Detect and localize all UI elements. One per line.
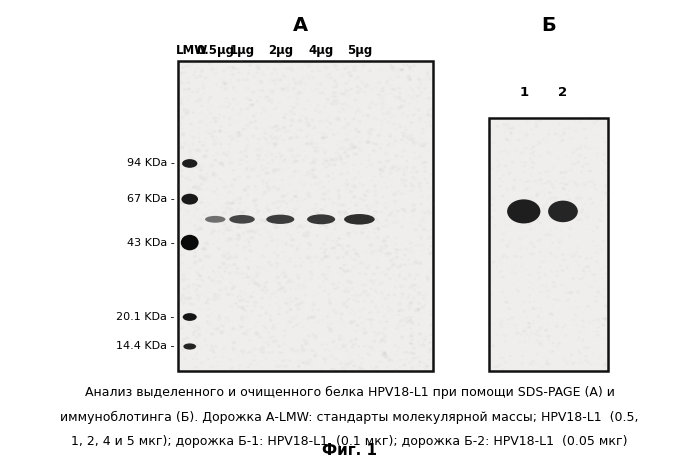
Text: 1: 1 [519,86,528,99]
Ellipse shape [182,194,198,204]
Text: 94 KDa -: 94 KDa - [127,158,175,168]
Ellipse shape [183,344,196,350]
Ellipse shape [182,159,197,168]
Ellipse shape [205,216,226,223]
Text: 4µg: 4µg [308,44,333,57]
Text: 1, 2, 4 и 5 мкг); дорожка Б-1: HPV18-L1  (0.1 мкг); дорожка Б-2: HPV18-L1  (0.05: 1, 2, 4 и 5 мкг); дорожка Б-1: HPV18-L1 … [71,435,628,448]
Text: 1µg: 1µg [229,44,254,57]
Text: иммуноблотинга (Б). Дорожка А-LMW: стандарты молекулярной массы; HPV18-L1  (0.5,: иммуноблотинга (Б). Дорожка А-LMW: станд… [60,411,639,424]
Text: 5µg: 5µg [347,44,372,57]
Text: 43 KDa -: 43 KDa - [127,237,175,248]
Text: 2: 2 [559,86,568,99]
Text: 20.1 KDa -: 20.1 KDa - [116,312,175,322]
Ellipse shape [507,199,540,223]
Ellipse shape [229,215,254,224]
Text: А: А [293,16,308,35]
Bar [489,118,608,371]
Text: 2µg: 2µg [268,44,293,57]
Text: 0.5µg: 0.5µg [196,44,234,57]
Ellipse shape [548,201,578,222]
Ellipse shape [266,215,294,224]
Ellipse shape [182,313,196,321]
Text: 14.4 KDa -: 14.4 KDa - [116,342,175,352]
Text: Б: Б [541,16,556,35]
Ellipse shape [344,214,375,225]
Text: 67 KDa -: 67 KDa - [127,194,175,204]
Bar [178,61,433,371]
Text: Анализ выделенного и очищенного белка HPV18-L1 при помощи SDS-PAGE (А) и: Анализ выделенного и очищенного белка HP… [85,386,614,400]
Text: Фиг. 1: Фиг. 1 [322,443,377,458]
Text: LMW: LMW [176,44,208,57]
Ellipse shape [181,235,199,251]
Ellipse shape [307,214,335,224]
